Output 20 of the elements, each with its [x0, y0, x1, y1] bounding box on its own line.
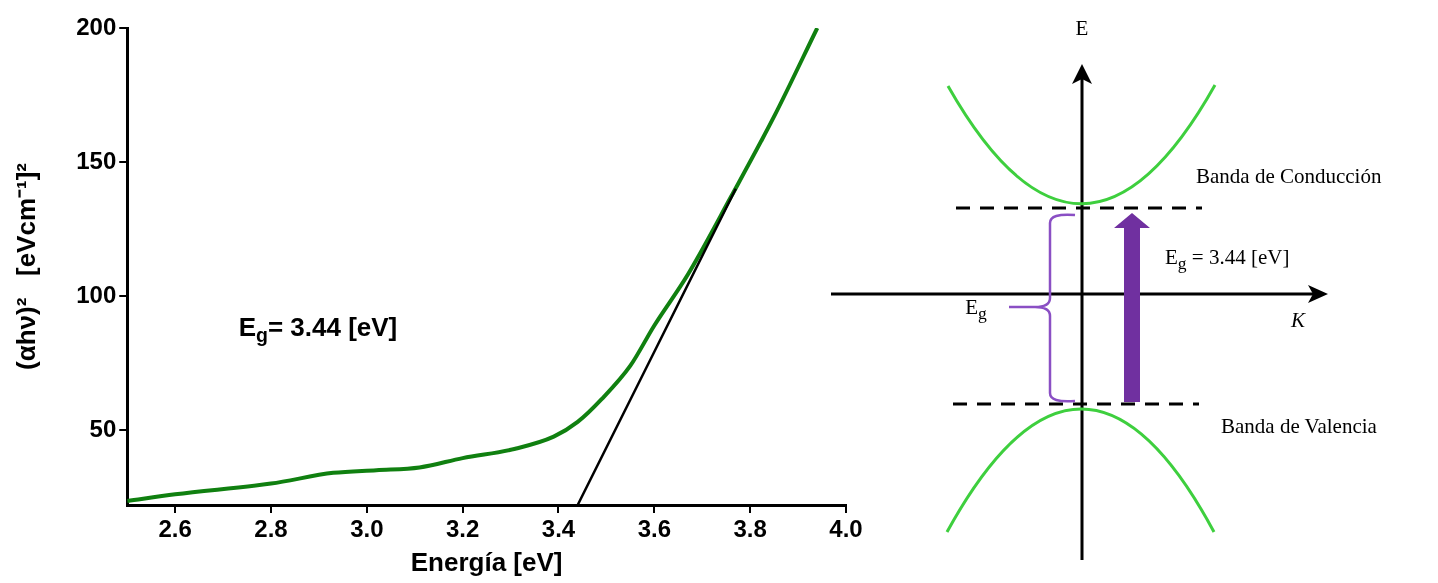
- x-tick-label: 2.6: [158, 515, 192, 543]
- text: Banda de Valencia: [1221, 413, 1377, 438]
- text: K: [1290, 307, 1306, 332]
- text: E$_{g}$: [965, 295, 987, 324]
- x-tick-label: 3.0: [350, 515, 384, 543]
- text: E$_{g}$ = 3.44 [eV]: [1165, 245, 1290, 274]
- x-tick-label: 3.4: [541, 515, 576, 543]
- y-tick-label: 100: [76, 280, 117, 308]
- y-tick-label: 50: [89, 414, 117, 442]
- y-tick-label: 200: [76, 12, 117, 40]
- x-tick-label: 2.8: [254, 515, 288, 543]
- text: Banda de Conducción: [1196, 163, 1382, 188]
- x-axis-title: Energía [eV]: [410, 546, 563, 577]
- text: E: [1075, 15, 1089, 40]
- x-tick-label: 3.2: [445, 515, 480, 543]
- x-tick-label: 4.0: [829, 515, 863, 543]
- y-tick-label: 150: [76, 146, 117, 174]
- x-tick-label: 3.6: [637, 515, 672, 543]
- x-tick-label: 3.8: [733, 515, 767, 543]
- y-axis-title: (αhν)² [eVcm⁻¹]²: [10, 162, 41, 370]
